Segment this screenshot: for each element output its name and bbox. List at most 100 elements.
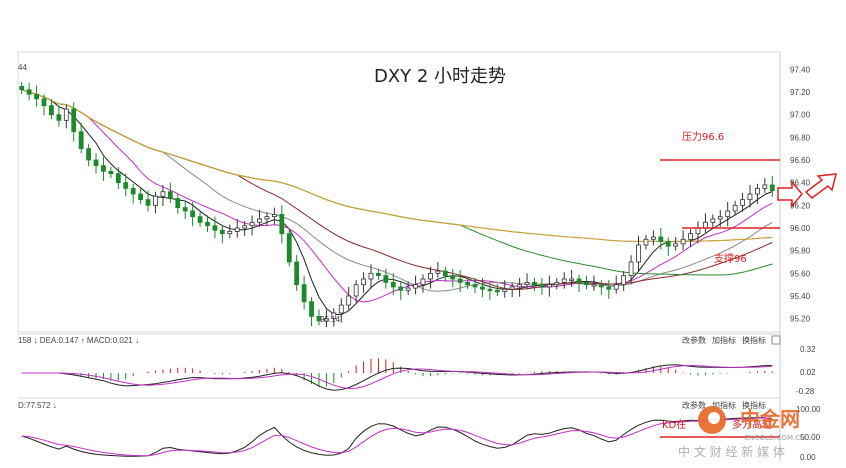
candle-body	[190, 210, 196, 218]
kdj-btn-edit[interactable]: 改参数	[682, 400, 706, 410]
candle-body	[227, 230, 233, 235]
macd-dea-line	[21, 364, 773, 390]
candle-body	[167, 191, 173, 199]
candle-body	[509, 286, 515, 290]
candle-body	[279, 213, 285, 235]
candle-body	[56, 114, 62, 121]
candle-body	[138, 193, 144, 201]
candle-body	[457, 278, 463, 283]
y-tick-5: 96.40	[790, 179, 811, 188]
chart-title: DXY 2 小时走势	[374, 66, 506, 87]
candle-body	[487, 288, 493, 292]
macd-dif-line	[21, 364, 773, 391]
candle-body	[93, 159, 99, 167]
candle-body	[524, 281, 530, 286]
macd-tick-top: 0.32	[800, 345, 816, 354]
candle-body	[286, 233, 292, 263]
y-tick-10: 95.40	[790, 292, 811, 301]
candle-body	[123, 182, 129, 189]
candle-body	[130, 187, 136, 195]
macd-close-icon[interactable]	[771, 335, 781, 345]
candle-body	[740, 199, 745, 206]
candle-body	[197, 216, 203, 223]
kdj-tick-top: 100.00	[796, 405, 821, 414]
candle-body	[264, 216, 270, 220]
candle-body	[175, 198, 181, 209]
y-tick-8: 95.80	[790, 247, 811, 256]
candle-body	[725, 210, 731, 218]
candle-body	[428, 272, 433, 280]
candle-body	[101, 165, 106, 172]
candle-body	[762, 184, 768, 189]
candle-body	[324, 318, 329, 322]
candle-body	[658, 236, 664, 242]
macd-btn-edit[interactable]: 改参数	[682, 335, 706, 345]
candle-body	[517, 284, 523, 288]
candle-body	[613, 284, 619, 290]
candle-body	[346, 295, 352, 306]
candle-body	[368, 272, 374, 280]
cngold-watermark: 中金网 CNGOLD.COM.CN 中 文 财 经 新 媒 体	[678, 406, 805, 459]
candle-body	[420, 278, 426, 286]
price-y-ticks: 97.40 97.20 97.00 96.80 96.60 96.40 96.20 96.00…	[790, 65, 811, 323]
candle-body	[71, 108, 77, 133]
support-label: 支撑96	[714, 252, 747, 265]
watermark-brand: 中金网	[740, 407, 800, 431]
candle-body	[153, 195, 158, 206]
kdj-btn-switch[interactable]: 换指标	[742, 400, 766, 410]
candle-body	[450, 275, 456, 280]
y-tick-0: 97.40	[790, 65, 811, 74]
candle-body	[695, 227, 701, 235]
candle-body	[115, 173, 121, 184]
macd-btn-add[interactable]: 加指标	[712, 335, 736, 345]
candle-body	[78, 131, 84, 150]
macd-tick-bottom: -0.28	[796, 387, 815, 396]
y-tick-6: 96.20	[790, 201, 811, 210]
candle-body	[769, 184, 775, 192]
candle-body	[465, 281, 470, 286]
candle-body	[26, 89, 32, 95]
candle-body	[755, 187, 760, 195]
candle-body	[680, 238, 686, 245]
candle-body	[688, 233, 693, 240]
ma-line-1	[21, 89, 773, 303]
candle-body	[353, 284, 359, 297]
candle-body	[539, 284, 545, 288]
y-tick-11: 95.20	[790, 315, 811, 324]
candle-body	[732, 204, 738, 212]
candle-body	[717, 216, 723, 220]
candle-body	[63, 108, 69, 121]
y-tick-9: 95.60	[790, 269, 811, 278]
candle-body	[628, 261, 634, 277]
candle-body	[34, 93, 39, 100]
kdj-d-line	[21, 417, 773, 457]
candle-body	[532, 281, 537, 286]
top-left-label: 44	[18, 63, 27, 72]
candle-body	[643, 238, 649, 246]
y-tick-7: 96.00	[790, 224, 811, 233]
candle-body	[584, 281, 589, 286]
candle-body	[650, 236, 656, 240]
red-arrow-right-icon	[777, 179, 803, 209]
watermark-domain: CNGOLD.COM.CN	[744, 434, 805, 442]
kdj-btn-add[interactable]: 加指标	[712, 400, 736, 410]
kdj-annotation-2: 多方高位	[732, 418, 772, 431]
candlesticks	[19, 81, 775, 328]
candle-body	[234, 227, 240, 232]
ma-line-5	[21, 89, 773, 242]
candle-body	[576, 278, 582, 283]
candle-body	[561, 278, 567, 283]
red-arrow-up-icon	[804, 173, 837, 199]
moving-average-lines	[21, 89, 773, 316]
macd-btn-switch[interactable]: 换指标	[742, 335, 766, 345]
candle-body	[554, 281, 560, 286]
candle-body	[502, 288, 508, 292]
candle-body	[86, 148, 91, 161]
candle-body	[747, 193, 753, 201]
candle-body	[376, 272, 381, 277]
candle-body	[710, 218, 716, 223]
ma-line-0	[21, 89, 773, 316]
candle-body	[606, 286, 612, 290]
candle-body	[242, 225, 248, 229]
candle-body	[219, 229, 225, 235]
